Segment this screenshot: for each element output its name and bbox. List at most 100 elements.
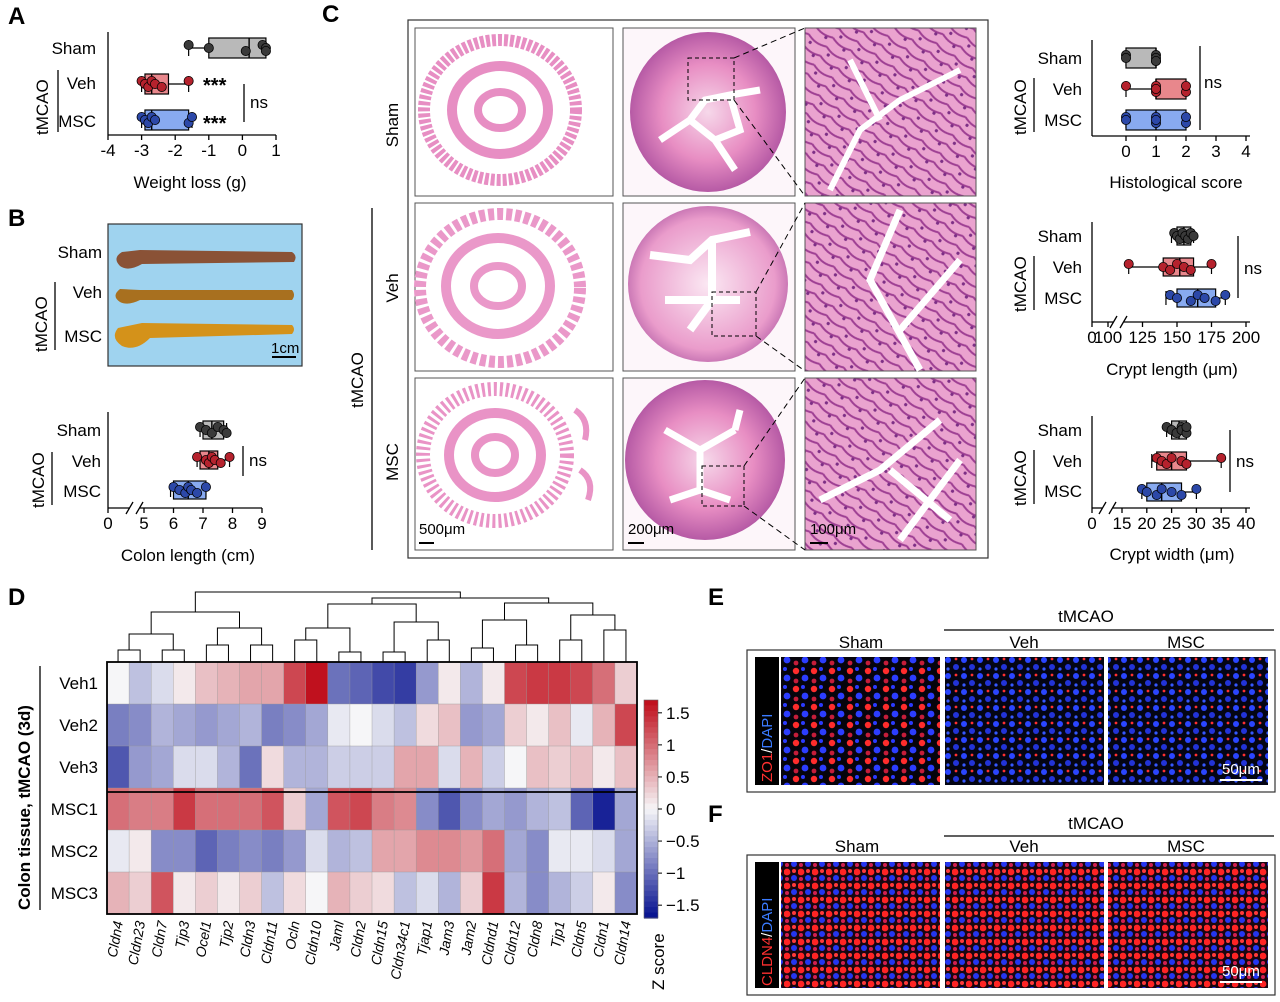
b-axis-break-1 bbox=[125, 501, 134, 515]
w-axis-break-2 bbox=[1108, 501, 1117, 515]
heatmap-cell bbox=[460, 661, 484, 705]
heatmap-row-label: MSC1 bbox=[51, 800, 98, 819]
e-image-veh bbox=[945, 657, 1104, 785]
l-point bbox=[1172, 292, 1183, 303]
c-image-frame bbox=[407, 19, 989, 559]
colorbar-step bbox=[644, 819, 658, 826]
l-point bbox=[1188, 230, 1199, 241]
panel-e: E tMCAO Sham Veh MSC ZO1/DAPI 50μm bbox=[708, 584, 1276, 793]
b-photo-label-veh: Veh bbox=[73, 283, 102, 302]
h-label-tmcao: tMCAO bbox=[1011, 79, 1030, 135]
dendrogram-branch bbox=[481, 619, 528, 648]
heatmap-cell bbox=[261, 871, 285, 915]
l-xlabel: Crypt length (μm) bbox=[1106, 360, 1238, 379]
heatmap-cell bbox=[217, 745, 241, 789]
heatmap-cell bbox=[283, 703, 307, 747]
f-label-msc: MSC bbox=[1167, 837, 1205, 856]
l-point bbox=[1220, 289, 1231, 300]
f-image-sham bbox=[781, 862, 940, 988]
a-tick-label: -2 bbox=[168, 141, 183, 160]
dendrogram-branch bbox=[128, 633, 174, 650]
l-label-veh: Veh bbox=[1053, 258, 1082, 277]
heatmap-cell bbox=[482, 661, 506, 705]
he-sham-zoom-box bbox=[687, 57, 735, 101]
he-msc-roll-inner bbox=[444, 408, 546, 502]
he-sham-overview bbox=[414, 27, 614, 197]
b-point bbox=[192, 487, 203, 498]
a-point bbox=[156, 82, 167, 93]
heatmap-cell bbox=[393, 829, 417, 873]
heatmap-cell bbox=[173, 703, 196, 747]
colorbar-tick-label: −1.5 bbox=[666, 896, 700, 915]
colorbar-step bbox=[644, 852, 658, 859]
heatmap-cell bbox=[504, 745, 528, 789]
heatmap-cell bbox=[548, 787, 572, 831]
heatmap-cell bbox=[195, 745, 219, 789]
colorbar-tick-label: −0.5 bbox=[666, 832, 700, 851]
heatmap-cell bbox=[548, 703, 572, 747]
b-point bbox=[224, 451, 235, 462]
b-photo-label-sham: Sham bbox=[58, 243, 102, 262]
heatmap-cell bbox=[128, 745, 152, 789]
heatmap-cell bbox=[173, 787, 196, 831]
e-image-sham bbox=[781, 657, 940, 785]
b-point bbox=[221, 427, 232, 438]
heatmap-cell bbox=[327, 661, 351, 705]
colorbar-step bbox=[644, 863, 658, 870]
heatmap-cell bbox=[217, 871, 241, 915]
colon-msc bbox=[114, 323, 294, 348]
heatmap-column-label: Cldn8 bbox=[523, 920, 545, 959]
colorbar-step bbox=[644, 754, 658, 761]
heatmap-cell bbox=[526, 829, 550, 873]
heatmap-cell bbox=[283, 745, 307, 789]
he-veh-zoom-lumen bbox=[866, 208, 963, 372]
colorbar-step bbox=[644, 841, 658, 848]
panel-a-label: A bbox=[8, 3, 25, 30]
heatmap-cell bbox=[239, 829, 263, 873]
heatmap-cell bbox=[349, 745, 373, 789]
he-veh-zoom-box bbox=[711, 291, 757, 337]
heatmap-cell bbox=[283, 871, 307, 915]
heatmap-cell bbox=[526, 787, 550, 831]
b-xlabel: Colon length (cm) bbox=[121, 546, 255, 565]
colorbar-tick-label: 1 bbox=[666, 736, 675, 755]
w-point bbox=[1181, 458, 1192, 469]
l-point bbox=[1123, 258, 1134, 269]
heatmap-cell bbox=[305, 829, 329, 873]
heatmap-cell bbox=[305, 661, 329, 705]
heatmap-cell bbox=[548, 661, 572, 705]
heatmap-cell bbox=[570, 703, 594, 747]
heatmap-column-label: Jam2 bbox=[457, 920, 479, 958]
l-point bbox=[1199, 292, 1210, 303]
dendrogram-branch bbox=[559, 639, 583, 662]
w-point bbox=[1166, 486, 1177, 497]
he-msc-zoom-line-bottom bbox=[743, 505, 806, 551]
heatmap-cell bbox=[150, 703, 174, 747]
heatmap-cell bbox=[482, 871, 506, 915]
heatmap-cell bbox=[570, 745, 594, 789]
heatmap-cell bbox=[570, 787, 594, 831]
a-label-veh: Veh bbox=[67, 74, 96, 93]
heatmap-row-label: MSC3 bbox=[51, 884, 98, 903]
dendrogram-branch bbox=[150, 611, 240, 634]
c-scale-500: 500μm bbox=[419, 521, 465, 538]
heatmap-cell bbox=[592, 661, 616, 705]
dendrogram-branch bbox=[117, 649, 141, 662]
l-point bbox=[1206, 258, 1217, 269]
heatmap-cell bbox=[415, 703, 439, 747]
l-label-tmcao: tMCAO bbox=[1011, 256, 1030, 312]
heatmap-cell bbox=[239, 703, 263, 747]
colorbar-step bbox=[644, 732, 658, 739]
heatmap-column-label: Ocln bbox=[282, 920, 303, 951]
l-point bbox=[1185, 295, 1196, 306]
heatmap-cell bbox=[239, 745, 263, 789]
w-xlabel: Crypt width (μm) bbox=[1109, 545, 1234, 564]
heatmap-row-label: Veh3 bbox=[59, 758, 98, 777]
f-scalebar-label: 50μm bbox=[1222, 963, 1260, 980]
dendrogram-branch bbox=[515, 644, 539, 662]
heatmap-cell bbox=[371, 829, 395, 873]
e-scalebar-label: 50μm bbox=[1222, 761, 1260, 778]
heatmap-column-label: Cldn15 bbox=[368, 920, 391, 967]
dendrogram-branch bbox=[294, 639, 318, 662]
heatmap-cell bbox=[592, 745, 616, 789]
